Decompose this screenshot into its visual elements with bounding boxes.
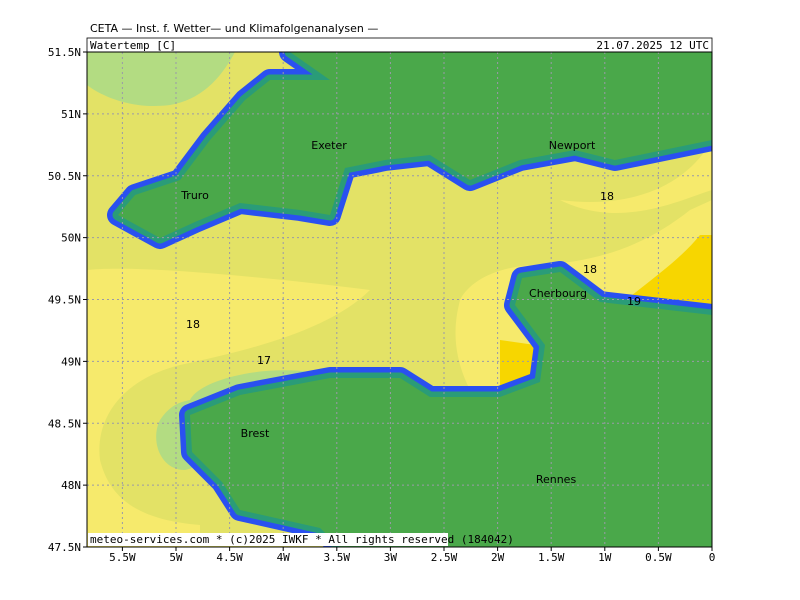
lon-label: 1W — [598, 551, 612, 564]
lat-label: 49.5N — [48, 294, 81, 307]
place-label: Brest — [241, 427, 270, 440]
place-label: Exeter — [311, 139, 347, 152]
lat-label: 51N — [61, 108, 81, 121]
place-label: Cherbourg — [529, 287, 587, 300]
lon-label: 2W — [491, 551, 505, 564]
sea-19 — [620, 235, 712, 315]
fr-land — [190, 272, 712, 547]
footer: meteo-services.com * (c)2025 IWKF * All … — [90, 533, 514, 546]
variable-label: Watertemp [C] — [90, 39, 176, 52]
lat-label: 50N — [61, 232, 81, 245]
contour-label: 17 — [257, 354, 271, 367]
contour-label: 18 — [600, 190, 614, 203]
lat-label: 48N — [61, 479, 81, 492]
sea-17-north — [87, 52, 235, 106]
place-label: Rennes — [536, 473, 577, 486]
lat-label: 47.5N — [48, 541, 81, 554]
footer-box — [88, 533, 448, 546]
lon-label: 2.5W — [431, 551, 458, 564]
lat-label: 50.5N — [48, 170, 81, 183]
lat-label: 48.5N — [48, 417, 81, 430]
contour-label: 18 — [583, 263, 597, 276]
uk-land — [118, 52, 712, 238]
land — [107, 52, 712, 547]
lat-label: 49N — [61, 355, 81, 368]
valid-time: 21.07.2025 12 UTC — [596, 39, 709, 52]
lon-label: 0 — [709, 551, 716, 564]
lat-label: 51.5N — [48, 46, 81, 59]
lon-label: 5.5W — [109, 551, 136, 564]
lon-label: 4W — [277, 551, 291, 564]
title: CETA — Inst. f. Wetter— und Klimafolgena… — [90, 22, 378, 35]
place-label: Newport — [549, 139, 596, 152]
place-label: Truro — [180, 189, 209, 202]
lon-label: 3.5W — [324, 551, 351, 564]
grid — [87, 52, 712, 547]
lon-label: 1.5W — [538, 551, 565, 564]
lon-label: 3W — [384, 551, 398, 564]
sea-18-band — [87, 268, 370, 547]
map-field — [87, 52, 712, 547]
contour-label: 18 — [186, 318, 200, 331]
lon-label: 5W — [169, 551, 183, 564]
contour-label: 19 — [627, 295, 641, 308]
sea-18-band-east — [455, 140, 712, 400]
lon-label: 4.5W — [216, 551, 243, 564]
lon-label: 0.5W — [645, 551, 672, 564]
